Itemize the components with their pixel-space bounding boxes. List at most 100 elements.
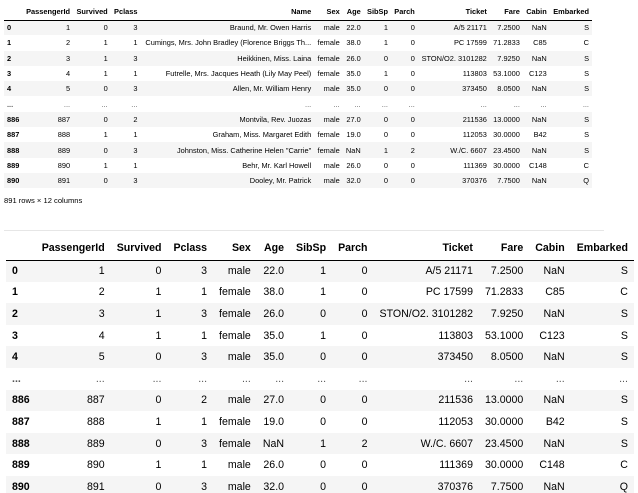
column-header: Fare — [489, 4, 523, 21]
table-cell: 373450 — [437, 351, 473, 364]
table-cell: 2 — [201, 394, 208, 407]
table-cell: S — [620, 437, 628, 450]
table-cell: 1 — [133, 69, 138, 79]
table-cell: 26.0 — [263, 459, 285, 472]
table-cell: female — [317, 69, 340, 79]
table-row: 3 4 1 1 Futrelle, Mrs. Jacques Heath (Lily M… — [4, 66, 592, 81]
table-cell: B42 — [533, 130, 547, 140]
table-cell: Futrelle, Mrs. Jacques Heath (Lily May P… — [165, 69, 312, 79]
table-cell: 3 — [133, 23, 138, 33]
table-row: 889 890 1 1 male 26.0 0 0 111369 30.0000 C148 C — [6, 454, 634, 476]
table-cell: 1 — [133, 38, 138, 48]
row-index: 887 — [12, 415, 30, 428]
table-header: PassengerId Survived Pclass Sex Age SibSp Parc… — [6, 237, 634, 261]
table-cell: female — [317, 38, 340, 48]
table-cell: female — [219, 329, 251, 342]
table-cell: ... — [513, 99, 520, 109]
table-cell: PC 17599 — [425, 286, 473, 299]
table-cell: Q — [619, 480, 628, 493]
table-cell: 3 — [65, 53, 71, 63]
table-cell: NaN — [345, 145, 361, 155]
table-cell: ... — [101, 99, 108, 109]
table-cell: 35.0 — [346, 84, 361, 94]
row-index: 886 — [7, 114, 20, 124]
table-cell: 27.0 — [346, 114, 361, 124]
table-row: 1 2 1 1 female 38.0 1 0 PC 17599 71.2833 C85 C — [6, 282, 634, 304]
table-cell: 113803 — [462, 69, 487, 79]
row-index: ... — [12, 372, 21, 385]
table-cell: 7.2500 — [490, 265, 524, 278]
table-cell: 1 — [320, 265, 327, 278]
table-cell: 1 — [201, 459, 208, 472]
table-cell: 891 — [57, 176, 71, 186]
table-cell: 0 — [320, 394, 327, 407]
table-cell: ... — [619, 372, 628, 385]
table-cell: 1 — [65, 23, 71, 33]
table-cell: 4 — [98, 329, 105, 342]
table-cell: male — [323, 114, 340, 124]
table-row: 4 5 0 3 Allen, Mr. William Henry male 35.0 0 0 37… — [4, 81, 592, 97]
table-cell: 35.0 — [263, 329, 285, 342]
table-cell: S — [584, 23, 589, 33]
table-cell: ... — [317, 372, 327, 385]
table-row: 886 887 0 2 Montvila, Rev. Juozas male 27.0 0 0 2… — [4, 111, 592, 128]
table-cell: ... — [63, 99, 71, 109]
table-cell: 3 — [133, 53, 138, 63]
table-cell: 13.0000 — [493, 114, 520, 124]
table-cell: 0 — [155, 480, 162, 493]
table-cell: 887 — [57, 114, 71, 124]
table-cell: 0 — [410, 23, 415, 33]
table-cell: 3 — [98, 307, 105, 320]
table-cell: S — [620, 415, 628, 428]
table-cell: 1 — [155, 307, 162, 320]
column-header: Embarked — [570, 237, 634, 261]
table-cell: male — [227, 394, 251, 407]
table-cell: 0 — [155, 265, 162, 278]
table-cell: ... — [152, 372, 162, 385]
table-cell: 1 — [201, 329, 208, 342]
table-cell: 2 — [65, 38, 71, 48]
table-cell: ... — [381, 99, 388, 109]
table-body: 0 1 0 3 Braund, Mr. Owen Harris male 22.0 1 0 A/5… — [4, 20, 592, 189]
table-cell: ... — [514, 372, 524, 385]
table-cell: male — [227, 351, 251, 364]
table-cell: 111369 — [439, 459, 473, 472]
table-cell: Behr, Mr. Karl Howell — [242, 160, 312, 170]
table-cell: ... — [198, 372, 208, 385]
table-cell: NaN — [531, 145, 547, 155]
table-row: 890 891 0 3 Dooley, Mr. Patrick male 32.0 0 0 370… — [4, 172, 592, 189]
table-cell: 1 — [103, 38, 108, 48]
table-cell: male — [227, 459, 251, 472]
table-cell: 30.0000 — [493, 130, 520, 140]
table-cell: 26.0 — [346, 53, 361, 63]
table-cell: A/5 21171 — [453, 23, 487, 33]
table-cell: 2 — [361, 437, 368, 450]
row-index: 0 — [12, 265, 18, 278]
table-cell: 3 — [133, 84, 138, 94]
table-cell: 0 — [410, 38, 415, 48]
table-cell: S — [620, 329, 628, 342]
table-cell: 0 — [361, 265, 368, 278]
table-cell: 2 — [133, 114, 138, 124]
table-row: 888 889 0 3 Johnston, Miss. Catherine Helen … — [4, 142, 592, 158]
table-cell: C — [583, 38, 589, 48]
table-cell: C148 — [539, 459, 565, 472]
table-cell: C85 — [533, 38, 547, 48]
table-cell: 22.0 — [346, 23, 361, 33]
column-header: Survived — [73, 4, 111, 21]
column-header: Parch — [390, 4, 418, 21]
table-cell: 0 — [410, 130, 415, 140]
row-index: 3 — [12, 329, 18, 342]
table-cell: male — [227, 265, 251, 278]
table-cell: 4 — [65, 69, 71, 79]
table-cell: 1 — [133, 160, 138, 170]
table-cell: ... — [241, 372, 251, 385]
table-row: 2 3 1 3 Heikkinen, Miss. Laina female 26.0 0 0 ST… — [4, 50, 592, 66]
table-cell: 53.1000 — [484, 329, 524, 342]
table-row: 3 4 1 1 female 35.0 1 0 113803 53.1000 C123 S — [6, 325, 634, 347]
table-cell: 0 — [410, 69, 415, 79]
table-cell: 8.0500 — [490, 351, 524, 364]
table-cell: 71.2833 — [484, 286, 524, 299]
table-cell: NaN — [543, 480, 565, 493]
column-header: Pclass — [167, 237, 214, 261]
